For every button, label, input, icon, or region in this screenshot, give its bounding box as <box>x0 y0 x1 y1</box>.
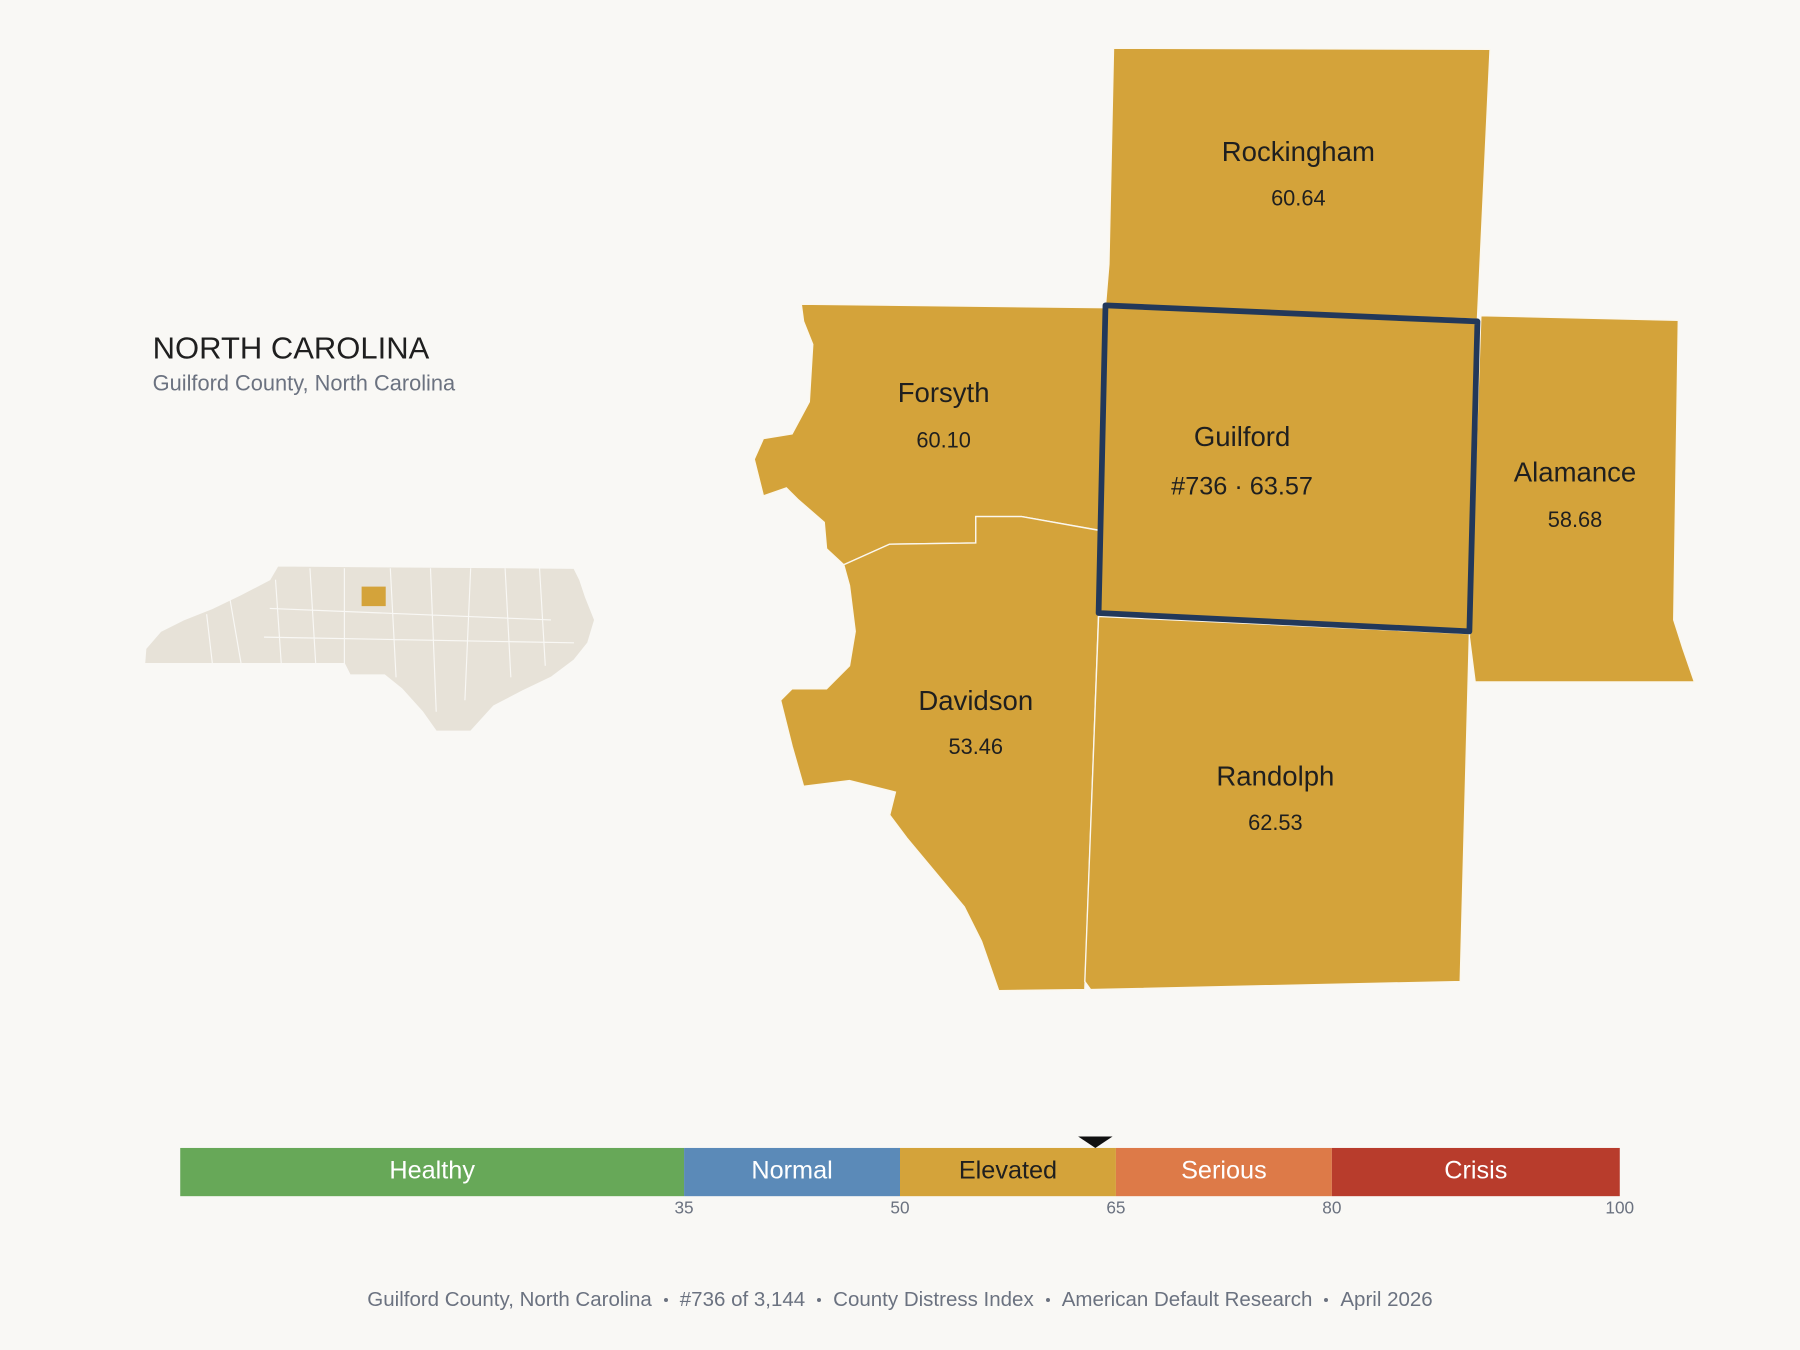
county-value: 60.64 <box>1271 186 1326 211</box>
tick-label: 35 <box>674 1197 693 1217</box>
separator <box>663 1298 668 1302</box>
separator <box>1045 1298 1050 1302</box>
band-label: Serious <box>1181 1157 1267 1185</box>
band-label: Normal <box>751 1157 832 1185</box>
county-name: Rockingham <box>1222 136 1375 167</box>
tick-label: 100 <box>1605 1197 1634 1217</box>
county-value: 58.68 <box>1548 507 1603 532</box>
county-shape <box>1104 47 1491 320</box>
separator <box>817 1298 822 1302</box>
footer-item: #736 of 3,144 <box>679 1288 806 1311</box>
scale-band <box>1331 1147 1620 1197</box>
county-name: Alamance <box>1514 456 1636 487</box>
county-value: 60.10 <box>916 428 971 453</box>
footer-item: Guilford County, North Carolina <box>367 1288 652 1311</box>
county-shape <box>1468 314 1696 683</box>
inset-lines <box>206 568 574 712</box>
scale-band <box>180 1147 685 1197</box>
county-name: Guilford <box>1194 421 1290 452</box>
band-label: Elevated <box>959 1157 1057 1185</box>
county-name: Davidson <box>918 685 1033 716</box>
county-value: 62.53 <box>1248 810 1303 835</box>
county-shape <box>779 515 1100 992</box>
county-shape <box>1084 615 1471 991</box>
scale-bar: Healthy Normal Elevated Serious Crisis 35 50 65… <box>180 1136 1634 1217</box>
footer-item: American Default Research <box>1061 1288 1313 1311</box>
footer-item: County Distress Index <box>833 1288 1034 1311</box>
tick-label: 65 <box>1106 1197 1125 1217</box>
footer-item: April 2026 <box>1340 1288 1433 1311</box>
county-value: #736 · 63.57 <box>1171 473 1313 501</box>
selected-outline <box>1095 302 1481 635</box>
state-inset <box>144 565 596 732</box>
county-shape <box>1097 304 1479 633</box>
state-title: NORTH CAROLINA <box>153 330 430 365</box>
band-label: Healthy <box>389 1157 475 1185</box>
county-name: Randolph <box>1216 761 1334 792</box>
state-subtitle: Guilford County, North Carolina <box>153 370 456 395</box>
counties: Rockingham 60.64 Forsyth 60.10 Guilford #736 … <box>753 47 1696 992</box>
inset-highlight <box>361 586 386 607</box>
state-shape <box>144 565 596 732</box>
band-label: Crisis <box>1444 1157 1507 1185</box>
scale-band <box>684 1147 900 1197</box>
county-name: Forsyth <box>898 377 990 408</box>
scale-band <box>900 1147 1116 1197</box>
footer: Guilford County, North Carolina #736 of 3… <box>0 1288 1800 1312</box>
score-marker <box>1078 1136 1113 1148</box>
tick-label: 50 <box>890 1197 909 1217</box>
county-value: 53.46 <box>948 734 1003 759</box>
tick-label: 80 <box>1322 1197 1341 1217</box>
scale-band <box>1115 1147 1332 1197</box>
separator <box>1324 1298 1329 1302</box>
